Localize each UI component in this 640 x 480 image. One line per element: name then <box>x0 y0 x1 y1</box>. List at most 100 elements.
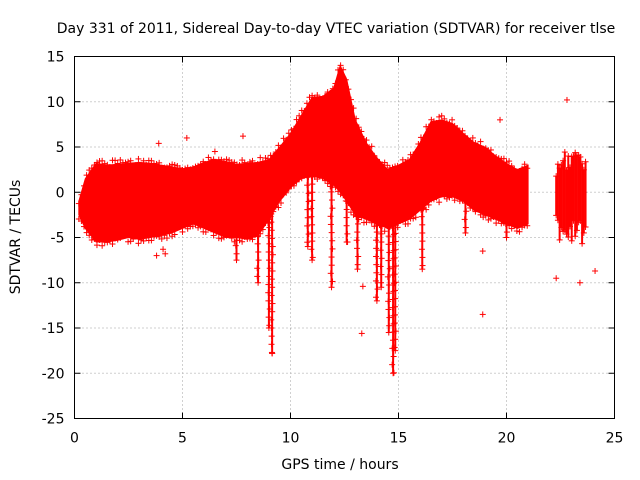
data-point <box>342 76 349 83</box>
spike-point <box>385 298 392 305</box>
data-point <box>91 236 98 243</box>
outlier-point <box>239 133 246 140</box>
spike-point <box>392 311 399 318</box>
spike-point <box>328 229 335 236</box>
data-point <box>283 136 290 143</box>
outlier-point <box>183 134 190 141</box>
spike-point <box>308 172 315 179</box>
data-point <box>138 162 145 169</box>
x-tick-label: 25 <box>606 431 624 447</box>
data-point <box>296 112 303 119</box>
data-point <box>397 217 404 224</box>
data-point <box>257 154 264 161</box>
data-point <box>246 158 253 165</box>
data-point <box>197 223 204 230</box>
data-point <box>109 241 116 248</box>
data-point <box>582 158 589 165</box>
spike-point <box>392 287 399 294</box>
series-band-main <box>78 64 529 243</box>
spike-point <box>378 284 385 291</box>
data-point <box>290 182 297 189</box>
data-point <box>252 162 259 169</box>
data-point <box>454 125 461 132</box>
data-point <box>270 152 277 159</box>
spike-point <box>308 213 315 220</box>
spike-point <box>392 328 399 335</box>
data-point <box>319 95 326 102</box>
y-tick-label: -25 <box>42 412 65 428</box>
spike-point <box>503 229 510 236</box>
spike-point <box>268 341 275 348</box>
data-point <box>114 160 121 167</box>
data-point <box>156 159 163 166</box>
spike-point <box>391 271 398 278</box>
data-point <box>506 158 513 165</box>
outlier-point <box>269 350 276 357</box>
spike-point <box>255 248 262 255</box>
spike-point <box>328 284 335 291</box>
spike-point <box>265 297 272 304</box>
x-axis-label: GPS time / hours <box>281 457 398 473</box>
data-point <box>236 162 243 169</box>
outlier-point <box>153 252 160 259</box>
data-point <box>187 166 194 173</box>
data-point <box>516 228 523 235</box>
data-point <box>572 233 579 240</box>
spike-point <box>392 295 399 302</box>
data-point <box>577 153 584 160</box>
x-tick-label: 5 <box>178 431 187 447</box>
spike-point <box>419 254 426 261</box>
spike-point <box>373 245 380 252</box>
data-point <box>161 232 168 239</box>
spike-point <box>392 279 399 286</box>
spike-point <box>419 238 426 245</box>
data-point <box>236 237 243 244</box>
spike-point <box>392 222 399 229</box>
data-point <box>213 159 220 166</box>
spike-point <box>268 316 275 323</box>
data-point <box>130 162 137 169</box>
spike-point <box>255 257 262 264</box>
spike-point <box>377 230 384 237</box>
data-point <box>524 222 531 229</box>
data-point <box>223 156 230 163</box>
data-point <box>394 162 401 169</box>
spike-point <box>329 205 336 212</box>
spike-point <box>269 267 276 274</box>
spike-point <box>329 237 336 244</box>
spike-point <box>309 229 316 236</box>
spike-point <box>373 229 380 236</box>
data-point <box>332 184 339 191</box>
spike-point <box>265 248 272 255</box>
y-tick-label: -15 <box>42 321 65 337</box>
data-point <box>195 224 202 231</box>
x-tick-label: 20 <box>498 431 516 447</box>
data-point <box>138 236 145 243</box>
data-point <box>88 237 95 244</box>
spike-point <box>233 257 240 264</box>
data-point <box>202 229 209 236</box>
data-point <box>353 115 360 122</box>
data-point <box>495 216 502 223</box>
spike-point <box>254 240 261 247</box>
data-point <box>267 152 274 159</box>
data-point <box>150 160 157 167</box>
data-point <box>386 223 393 230</box>
data-point <box>405 220 412 227</box>
data-point <box>493 153 500 160</box>
outlier-point <box>553 275 560 282</box>
data-point <box>226 232 233 239</box>
data-point <box>148 157 155 164</box>
spike-point <box>327 270 334 277</box>
data-point <box>368 143 375 150</box>
data-point <box>340 66 347 73</box>
data-point <box>153 232 160 239</box>
spike-point <box>328 188 335 195</box>
data-point <box>345 86 352 93</box>
data-point <box>239 157 246 164</box>
data-point <box>360 135 367 142</box>
data-point <box>254 161 261 168</box>
spike-point <box>386 282 393 289</box>
data-point <box>117 156 124 163</box>
data-point <box>210 232 217 239</box>
